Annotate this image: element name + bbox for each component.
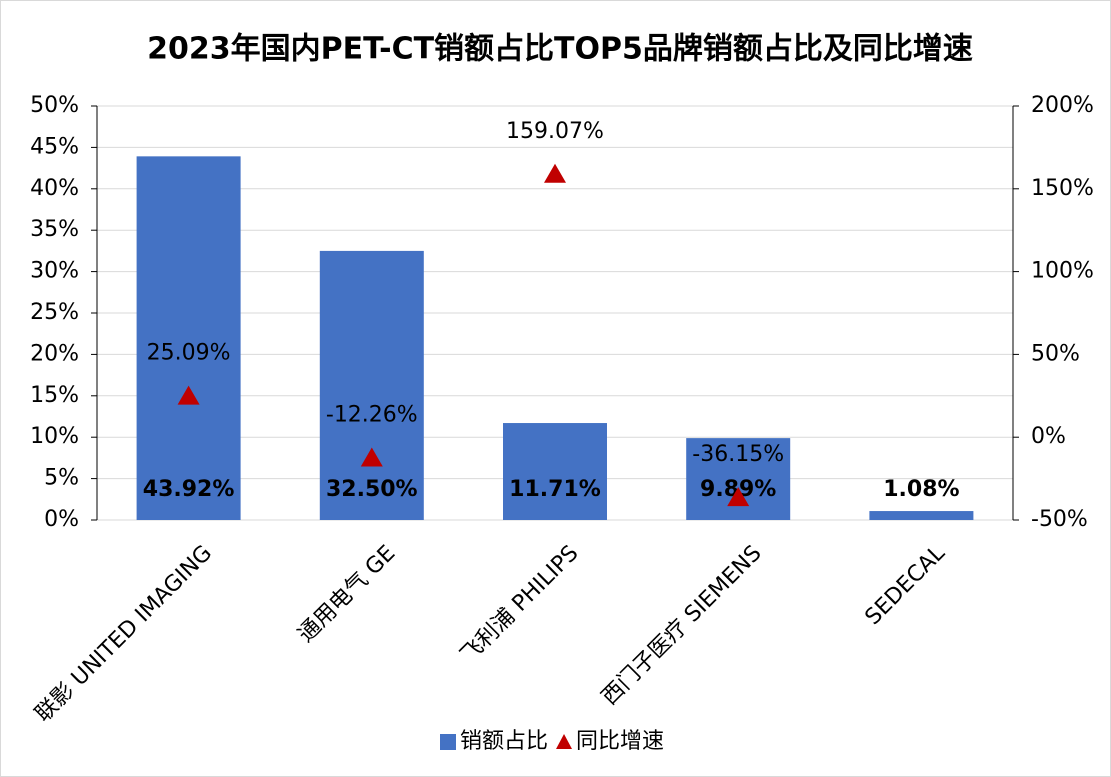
triangle-marker <box>727 487 750 507</box>
y2-tick-label: 50% <box>1031 341 1080 366</box>
y-tick-label: 30% <box>30 259 79 284</box>
legend-swatch <box>440 734 456 750</box>
point-value-label: 25.09% <box>147 341 231 366</box>
y-tick-label: 20% <box>30 341 79 366</box>
bar <box>136 156 241 520</box>
bar-value-label: 32.50% <box>326 477 418 502</box>
y2-tick-label: 200% <box>1031 93 1094 118</box>
y-tick-label: 50% <box>30 93 79 118</box>
y2-tick-label: 150% <box>1031 176 1094 201</box>
y-tick-label: 0% <box>44 507 79 532</box>
y-tick-label: 5% <box>44 466 79 491</box>
y2-tick-label: -50% <box>1031 507 1088 532</box>
y2-tick-label: 0% <box>1031 424 1066 449</box>
bar <box>503 423 607 520</box>
bar <box>319 250 424 520</box>
point-value-label: -12.26% <box>326 403 418 428</box>
chart-title: 2023年国内PET-CT销额占比TOP5品牌销额占比及同比增速 <box>147 32 973 67</box>
triangle-marker <box>360 447 383 467</box>
point-value-label: -36.15% <box>692 442 784 467</box>
legend-label: 同比增速 <box>576 729 664 754</box>
y-tick-label: 35% <box>30 217 79 242</box>
point-value-label: 159.07% <box>506 119 604 144</box>
bar-value-label: 43.92% <box>143 477 235 502</box>
legend-swatch <box>556 734 573 749</box>
triangle-marker <box>177 385 200 405</box>
bar-value-label: 1.08% <box>883 477 959 502</box>
y-tick-label: 15% <box>30 383 79 408</box>
bar-value-label: 11.71% <box>509 477 601 502</box>
triangle-marker <box>544 163 566 183</box>
y-tick-label: 45% <box>30 134 79 159</box>
y2-tick-label: 100% <box>1031 259 1094 284</box>
bar <box>686 438 791 520</box>
bar <box>869 511 974 520</box>
y-tick-label: 40% <box>30 176 79 201</box>
legend-label: 销额占比 <box>460 729 548 754</box>
y-tick-label: 25% <box>30 300 79 325</box>
y-tick-label: 10% <box>30 424 79 449</box>
